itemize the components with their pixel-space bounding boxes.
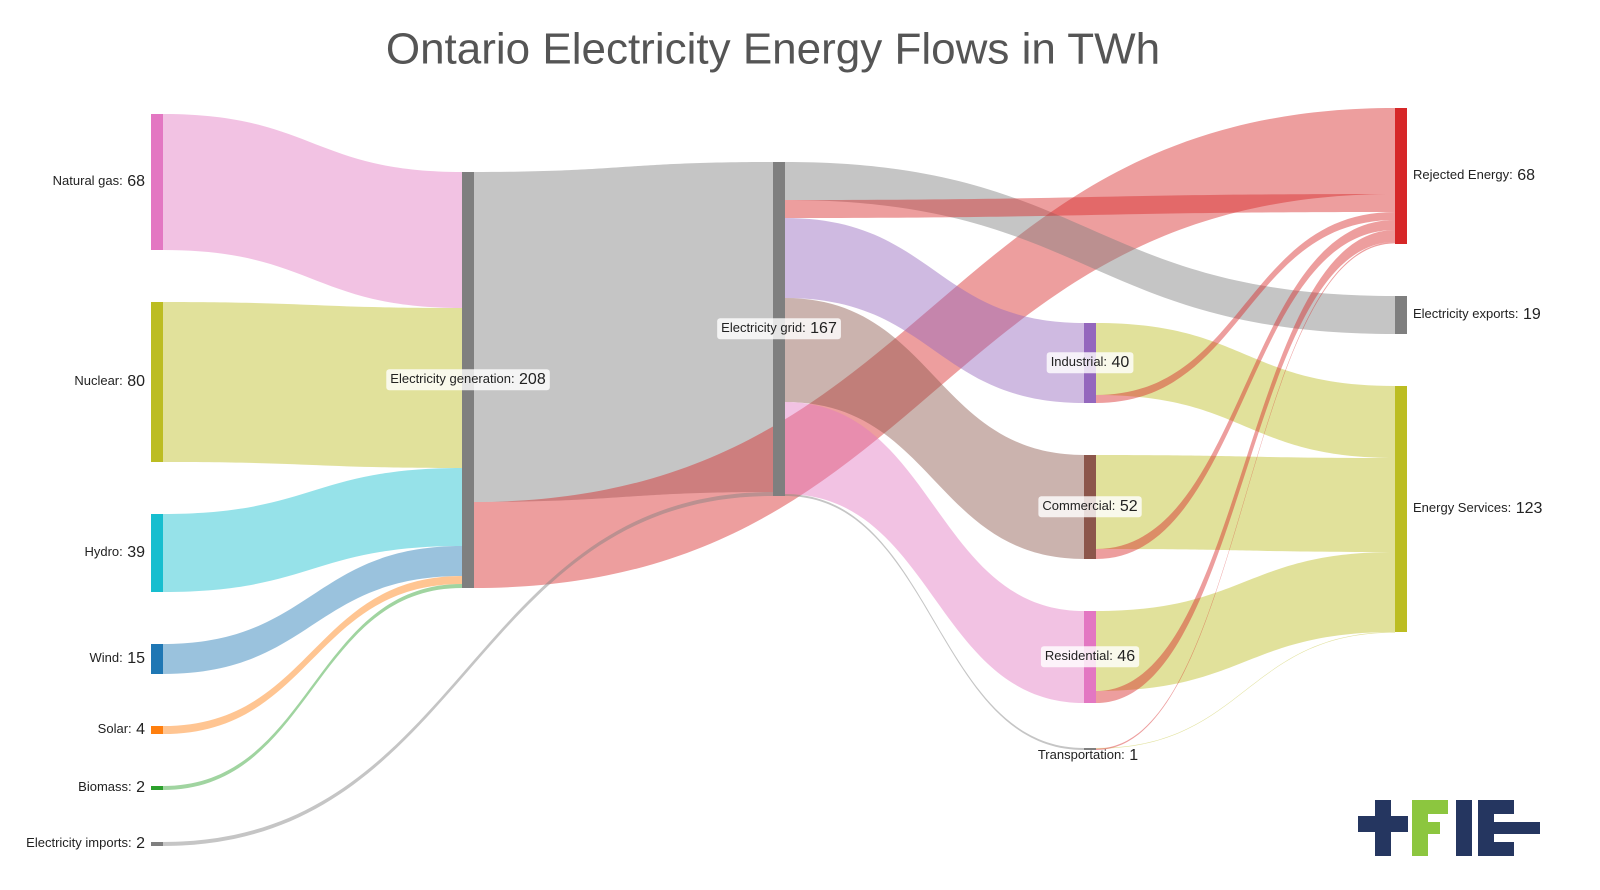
node-value: 167 [810,320,837,337]
node-name: Electricity imports: [26,835,131,850]
node-label: Electricity generation: 208 [390,371,546,388]
node-value: 2 [136,835,145,852]
flow [1096,242,1395,750]
flow [1096,455,1395,552]
node [151,302,163,462]
node [151,726,163,734]
node-value: 4 [136,721,145,738]
node-value: 2 [136,779,145,796]
node [1084,748,1096,750]
labels: Natural gas: 68 Nuclear: 80 Hydro: 39 Wind:… [26,167,1542,852]
node-name: Wind: [90,650,123,665]
flow [1096,212,1395,403]
node-name: Biomass: [78,779,131,794]
node-label: Biomass: 2 [78,779,145,796]
flow [785,194,1395,218]
node-label: Electricity grid: 167 [721,320,837,337]
node-value: 68 [127,173,145,190]
node-label: Industrial: 40 [1051,354,1130,371]
node-name: Nuclear: [74,373,122,388]
node-value: 40 [1112,354,1130,371]
flow [163,576,462,734]
flow [163,468,462,592]
node-label: Electricity imports: 2 [26,835,145,852]
chart-title: Ontario Electricity Energy Flows in TWh [386,25,1160,74]
node-name: Natural gas: [53,173,123,188]
node-name: Industrial: [1051,354,1107,369]
node [151,644,163,674]
flow [163,114,462,308]
node-name: Rejected Energy: [1413,167,1513,182]
node-label: Residential: 46 [1045,648,1135,665]
flow [785,494,1084,750]
node-value: 15 [127,650,145,667]
node [1395,386,1407,632]
flow [163,584,462,790]
flow [785,402,1084,703]
node [151,114,163,250]
node-value: 68 [1517,167,1535,184]
flow [785,218,1084,403]
flow [1096,220,1395,559]
node-name: Hydro: [84,544,122,559]
node-value: 123 [1516,500,1543,517]
flow [474,162,773,502]
node [151,842,163,846]
node-value: 19 [1523,306,1541,323]
flow [1096,230,1395,703]
node-label: Solar: 4 [98,721,145,738]
flow [163,492,773,846]
node-value: 1 [1129,747,1138,764]
node-name: Electricity grid: [721,320,806,335]
node-name: Residential: [1045,648,1113,663]
node-value: 52 [1120,498,1138,515]
node-label: Commercial: 52 [1042,498,1137,515]
flow [163,546,462,674]
node-value: 46 [1117,648,1135,665]
links [163,108,1395,846]
node-name: Electricity exports: [1413,306,1518,321]
node-name: Solar: [98,721,132,736]
node-value: 80 [127,373,145,390]
flow [1096,552,1395,691]
flow [1096,323,1395,458]
label-background [1046,352,1134,374]
node-label: Electricity exports: 19 [1413,306,1541,323]
flow [1096,632,1395,749]
flow [785,162,1395,334]
flow [785,298,1084,559]
flow [474,108,1395,588]
node-value: 208 [519,371,546,388]
label-background [1040,646,1140,668]
node-label: Transportation: 1 [1038,747,1138,764]
logo [1358,800,1540,856]
label-background [717,318,841,340]
label-background [1038,496,1142,518]
node-name: Commercial: [1042,498,1115,513]
node-label: Nuclear: 80 [74,373,145,390]
node-label: Rejected Energy: 68 [1413,167,1535,184]
label-background [386,369,550,391]
node [1395,296,1407,334]
node-name: Transportation: [1038,747,1125,762]
node-label: Energy Services: 123 [1413,500,1543,517]
node [151,786,163,790]
node-name: Energy Services: [1413,500,1511,515]
node-label: Natural gas: 68 [53,173,145,190]
node-label: Wind: 15 [90,650,146,667]
node-label: Hydro: 39 [84,544,145,561]
node [151,514,163,592]
node-value: 39 [127,544,145,561]
node-name: Electricity generation: [390,371,514,386]
flow [163,302,462,468]
node [1395,108,1407,244]
